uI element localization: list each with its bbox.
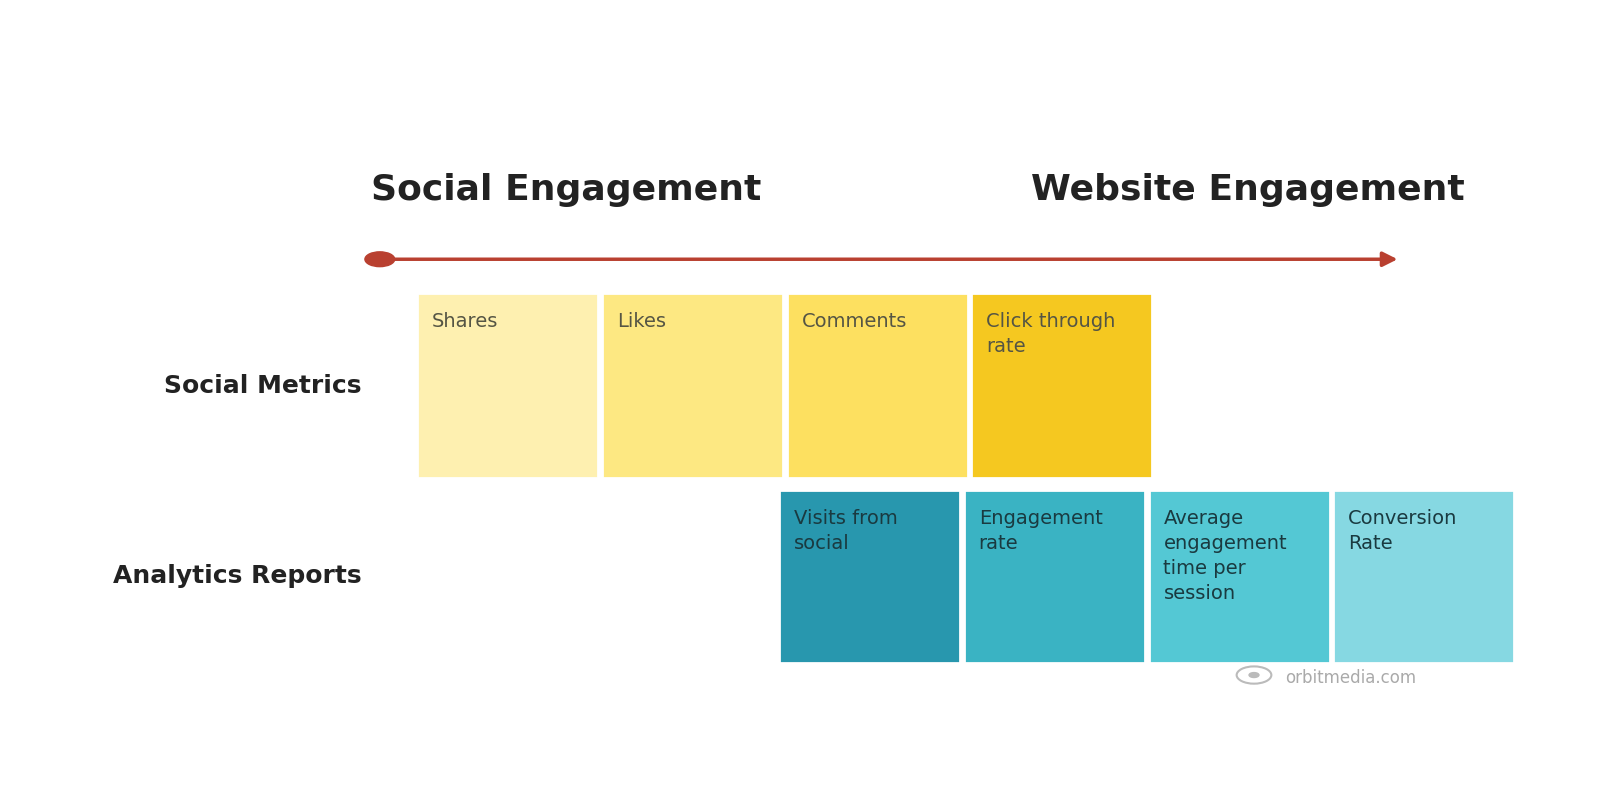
FancyBboxPatch shape — [1333, 490, 1514, 662]
Text: Comments: Comments — [802, 311, 907, 330]
Text: Shares: Shares — [432, 311, 498, 330]
Circle shape — [1250, 673, 1259, 678]
FancyBboxPatch shape — [779, 490, 960, 662]
Text: Conversion
Rate: Conversion Rate — [1349, 509, 1458, 553]
Text: Website Engagement: Website Engagement — [1030, 173, 1464, 207]
Text: Average
engagement
time per
session: Average engagement time per session — [1163, 509, 1286, 602]
Text: Click through
rate: Click through rate — [986, 311, 1115, 355]
Text: Social Metrics: Social Metrics — [163, 374, 362, 398]
FancyBboxPatch shape — [963, 490, 1146, 662]
FancyBboxPatch shape — [971, 293, 1152, 478]
Circle shape — [365, 252, 395, 266]
Text: Social Engagement: Social Engagement — [371, 173, 762, 207]
FancyBboxPatch shape — [787, 293, 968, 478]
Text: Analytics Reports: Analytics Reports — [112, 565, 362, 589]
Text: Visits from
social: Visits from social — [794, 509, 898, 553]
Text: orbitmedia.com: orbitmedia.com — [1285, 669, 1416, 687]
Text: Engagement
rate: Engagement rate — [979, 509, 1102, 553]
FancyBboxPatch shape — [602, 293, 782, 478]
Text: Likes: Likes — [616, 311, 666, 330]
FancyBboxPatch shape — [418, 293, 598, 478]
FancyBboxPatch shape — [1149, 490, 1330, 662]
